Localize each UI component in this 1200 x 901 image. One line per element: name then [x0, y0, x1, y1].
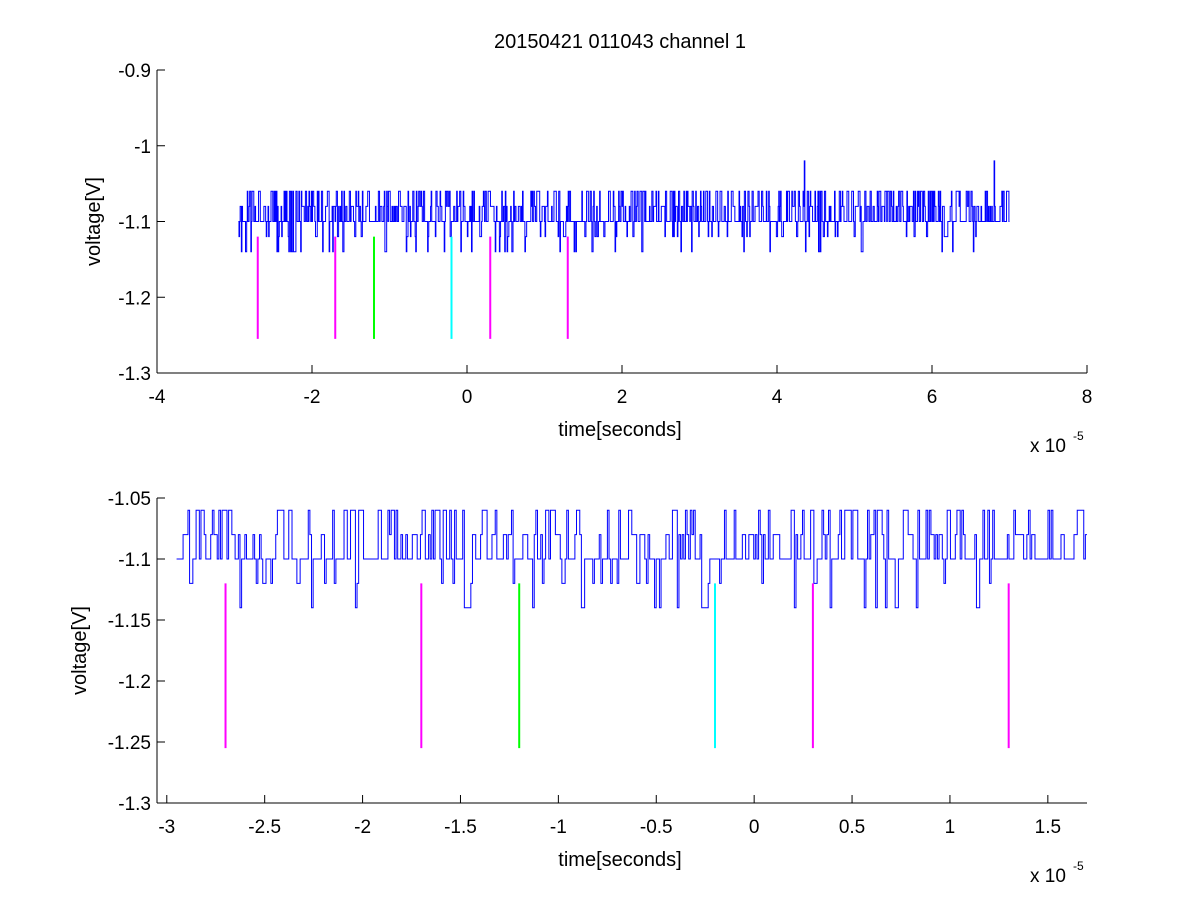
y-tick-label: -1.1 [118, 213, 151, 234]
y-tick-label: -1.2 [118, 288, 151, 309]
x-tick-label: 2 [617, 387, 628, 408]
y-axis-label: voltage[V] [69, 606, 91, 695]
x-tick-label: -3 [158, 817, 175, 838]
x-tick-label: 0.5 [839, 817, 865, 838]
x-tick-label: 0 [749, 817, 760, 838]
x-axis-label: time[seconds] [558, 419, 681, 441]
x-tick-label: -2 [354, 817, 371, 838]
x-tick-label: 4 [772, 387, 783, 408]
x-tick-label: -1 [550, 817, 567, 838]
y-tick-label: -1.1 [118, 550, 151, 571]
x-tick-label: 8 [1082, 387, 1093, 408]
y-tick-label: -1.25 [108, 733, 151, 754]
x-multiplier-exponent: -5 [1073, 429, 1084, 443]
x-tick-label: 0 [462, 387, 473, 408]
x-multiplier-label: x 10 [1030, 866, 1066, 887]
y-tick-label: -0.9 [118, 61, 151, 82]
x-tick-label: -0.5 [640, 817, 673, 838]
x-tick-label: 1 [945, 817, 956, 838]
top-plot: -4 -2 0 2 4 6 8 -1.3 -1.2 -1.1 -1 -0.9 time[seconds]… [83, 61, 1092, 457]
y-axis-label: voltage[V] [83, 177, 105, 266]
voltage-trace-line [176, 509, 1087, 609]
x-multiplier-exponent: -5 [1073, 859, 1084, 873]
x-tick-label: 6 [927, 387, 938, 408]
x-tick-label: -2.5 [248, 817, 281, 838]
x-axis-label: time[seconds] [558, 849, 681, 871]
x-tick-label: -2 [304, 387, 321, 408]
voltage-trace-line [238, 160, 1010, 253]
y-tick-label: -1.2 [118, 672, 151, 693]
y-tick-label: -1.15 [108, 611, 151, 632]
x-tick-label: 1.5 [1035, 817, 1061, 838]
figure-title: 20150421 011043 channel 1 [494, 31, 746, 53]
bottom-plot: -3 -2.5 -2 -1.5 -1 -0.5 0 0.5 1 1.5 -1.3 -1.25 -1.2 -… [69, 489, 1087, 887]
y-tick-label: -1.3 [118, 364, 151, 385]
x-tick-label: -1.5 [444, 817, 477, 838]
y-tick-label: -1.3 [118, 794, 151, 815]
x-tick-label: -4 [149, 387, 166, 408]
x-multiplier-label: x 10 [1030, 436, 1066, 457]
y-tick-label: -1 [134, 137, 151, 158]
y-tick-label: -1.05 [108, 489, 151, 510]
